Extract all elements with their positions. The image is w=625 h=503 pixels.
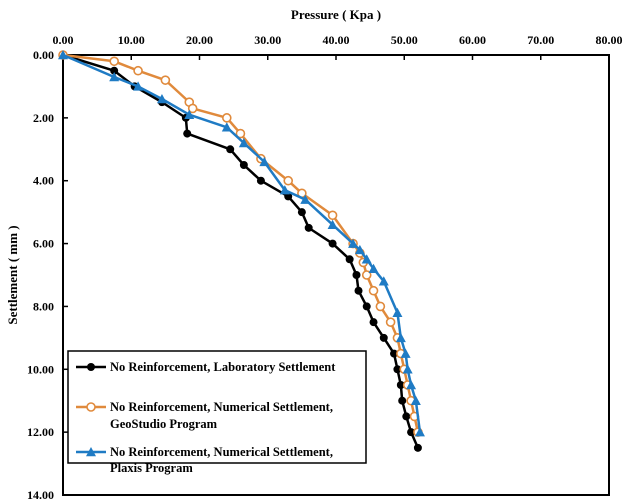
legend-swatch-marker bbox=[87, 363, 95, 371]
legend-label: No Reinforcement, Numerical Settlement, G… bbox=[110, 400, 333, 431]
data-point bbox=[400, 348, 411, 358]
y-tick-label: 4.00 bbox=[33, 174, 54, 188]
legend-item: No Reinforcement, Numerical Settlement, P… bbox=[76, 445, 333, 475]
legend-item: No Reinforcement, Numerical Settlement, G… bbox=[76, 400, 333, 431]
data-point bbox=[239, 161, 248, 169]
data-point bbox=[348, 238, 359, 248]
data-point bbox=[222, 113, 232, 123]
data-point bbox=[238, 138, 249, 148]
y-tick-label: 8.00 bbox=[33, 299, 54, 313]
y-tick-label: 0.00 bbox=[33, 48, 54, 62]
legend-swatch-marker bbox=[86, 402, 96, 412]
data-point bbox=[375, 301, 386, 312]
data-point bbox=[361, 270, 372, 280]
x-tick-label: 20.00 bbox=[186, 33, 213, 47]
series-1 bbox=[59, 51, 422, 452]
data-point bbox=[109, 56, 119, 67]
series-layer bbox=[58, 50, 425, 452]
legend-item: No Reinforcement, Laboratory Settlement bbox=[76, 360, 336, 374]
data-point bbox=[392, 307, 403, 317]
data-point bbox=[283, 175, 294, 186]
x-tick-label: 50.00 bbox=[391, 33, 418, 47]
data-point bbox=[156, 94, 167, 104]
data-point bbox=[385, 317, 396, 327]
data-point bbox=[398, 396, 407, 405]
data-point bbox=[133, 81, 144, 91]
x-tick-label: 30.00 bbox=[254, 33, 281, 47]
legend-label: No Reinforcement, Laboratory Settlement bbox=[110, 360, 336, 374]
data-point bbox=[379, 333, 388, 342]
data-point bbox=[368, 285, 379, 296]
data-point bbox=[378, 276, 389, 286]
x-tick-label: 60.00 bbox=[459, 33, 486, 47]
data-point bbox=[393, 365, 402, 374]
data-point bbox=[407, 428, 416, 437]
series-3 bbox=[58, 50, 425, 437]
data-point bbox=[300, 194, 311, 204]
data-point bbox=[256, 176, 265, 185]
data-point bbox=[414, 427, 425, 437]
data-point bbox=[354, 286, 363, 295]
data-point bbox=[235, 128, 246, 139]
data-point bbox=[109, 72, 120, 82]
data-point bbox=[410, 395, 421, 405]
data-point bbox=[297, 208, 306, 217]
data-point bbox=[345, 255, 354, 264]
data-point bbox=[402, 412, 411, 421]
data-point bbox=[352, 271, 361, 279]
x-tick-label: 80.00 bbox=[596, 33, 623, 47]
data-point bbox=[362, 302, 371, 311]
data-point bbox=[413, 443, 422, 452]
legend-label: No Reinforcement, Numerical Settlement, P… bbox=[110, 445, 333, 475]
data-point bbox=[58, 50, 68, 60]
data-point bbox=[395, 332, 406, 343]
data-point bbox=[184, 109, 195, 119]
y-tick-label: 10.00 bbox=[27, 362, 54, 376]
data-point bbox=[327, 219, 338, 229]
y-axis-title: Settlement ( mm ) bbox=[5, 225, 20, 324]
x-axis-ticks: 0.00 10.00 20.00 30.00 40.00 50.00 60.00 70.00 8… bbox=[53, 33, 623, 60]
data-point bbox=[226, 145, 235, 154]
data-point bbox=[396, 381, 405, 389]
data-point bbox=[368, 263, 379, 273]
data-point bbox=[160, 75, 171, 85]
data-point bbox=[110, 66, 119, 75]
data-point bbox=[279, 185, 290, 195]
legend-swatch-marker bbox=[86, 447, 96, 457]
data-point bbox=[369, 318, 378, 327]
y-axis-ticks: 0.00 2.00 4.00 6.00 8.00 10.00 12.00 14.00 bbox=[27, 48, 68, 502]
y-tick-label: 12.00 bbox=[27, 425, 54, 439]
data-point bbox=[304, 223, 313, 232]
x-tick-label: 40.00 bbox=[323, 33, 350, 47]
data-point bbox=[259, 156, 270, 167]
data-point bbox=[328, 239, 337, 248]
x-tick-label: 70.00 bbox=[527, 33, 554, 47]
x-axis-title: Pressure ( Kpa ) bbox=[291, 7, 381, 22]
data-point bbox=[133, 65, 143, 76]
legend: No Reinforcement, Laboratory Settlement N… bbox=[67, 350, 367, 475]
x-tick-label: 10.00 bbox=[118, 33, 145, 47]
data-point bbox=[361, 254, 372, 264]
x-tick-label: 0.00 bbox=[53, 33, 74, 47]
data-point bbox=[402, 364, 413, 374]
data-point bbox=[284, 192, 293, 201]
y-tick-label: 6.00 bbox=[33, 237, 54, 251]
data-point bbox=[390, 349, 399, 358]
y-tick-label: 14.00 bbox=[27, 488, 54, 502]
data-point bbox=[406, 380, 417, 390]
data-point bbox=[183, 129, 192, 138]
y-tick-label: 2.00 bbox=[33, 111, 54, 125]
data-point bbox=[221, 122, 232, 132]
data-point bbox=[187, 103, 198, 114]
data-point bbox=[354, 244, 365, 255]
data-point bbox=[327, 210, 338, 221]
legend-box bbox=[67, 350, 367, 464]
